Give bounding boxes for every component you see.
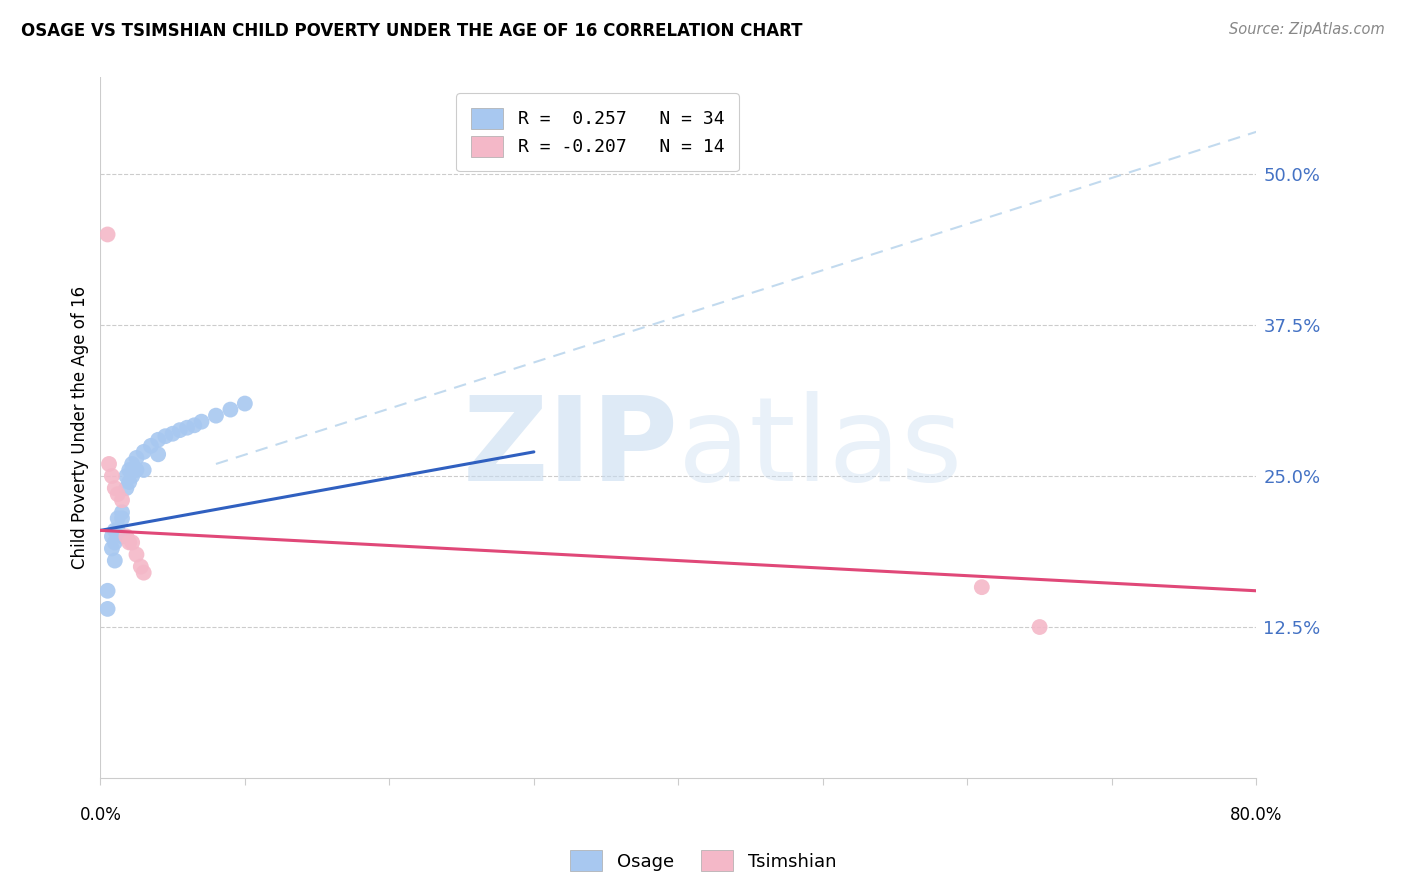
Point [205, 409, 228, 423]
Point [101, 541, 124, 556]
Point [115, 469, 138, 483]
Point [121, 457, 143, 471]
Point [1028, 620, 1050, 634]
Point [107, 511, 129, 525]
Text: Source: ZipAtlas.com: Source: ZipAtlas.com [1229, 22, 1385, 37]
Point [104, 553, 127, 567]
Point [121, 469, 143, 483]
Point [176, 421, 198, 435]
Point [125, 450, 148, 465]
Point [115, 481, 138, 495]
Point [169, 423, 191, 437]
Point [132, 445, 155, 459]
Point [104, 524, 127, 538]
Point [101, 469, 124, 483]
Point [104, 481, 127, 495]
Text: OSAGE VS TSIMSHIAN CHILD POVERTY UNDER THE AGE OF 16 CORRELATION CHART: OSAGE VS TSIMSHIAN CHILD POVERTY UNDER T… [21, 22, 803, 40]
Point [970, 580, 993, 594]
Point [111, 493, 134, 508]
Point [111, 505, 134, 519]
Point [107, 524, 129, 538]
Point [111, 511, 134, 525]
Point [125, 463, 148, 477]
Point [219, 402, 242, 417]
Point [118, 535, 141, 549]
Legend: R =  0.257   N = 34, R = -0.207   N = 14: R = 0.257 N = 34, R = -0.207 N = 14 [456, 94, 738, 171]
Point [125, 548, 148, 562]
Point [111, 529, 134, 543]
Point [104, 535, 127, 549]
Point [155, 429, 177, 443]
Point [129, 559, 152, 574]
Point [118, 475, 141, 489]
Point [101, 529, 124, 543]
Point [107, 487, 129, 501]
Point [98, 457, 121, 471]
Point [233, 396, 256, 410]
Point [97, 583, 120, 598]
Text: ZIP: ZIP [463, 392, 678, 507]
Point [132, 463, 155, 477]
Point [118, 463, 141, 477]
Text: atlas: atlas [678, 392, 963, 507]
Point [132, 566, 155, 580]
Point [183, 418, 205, 433]
Point [121, 535, 143, 549]
Y-axis label: Child Poverty Under the Age of 16: Child Poverty Under the Age of 16 [72, 286, 89, 569]
Point [115, 529, 138, 543]
Point [146, 433, 169, 447]
Text: 80.0%: 80.0% [1230, 806, 1282, 824]
Point [139, 439, 162, 453]
Point [97, 227, 120, 242]
Point [97, 602, 120, 616]
Legend: Osage, Tsimshian: Osage, Tsimshian [562, 843, 844, 879]
Point [190, 415, 212, 429]
Text: 0.0%: 0.0% [79, 806, 121, 824]
Point [162, 426, 184, 441]
Point [146, 447, 169, 461]
